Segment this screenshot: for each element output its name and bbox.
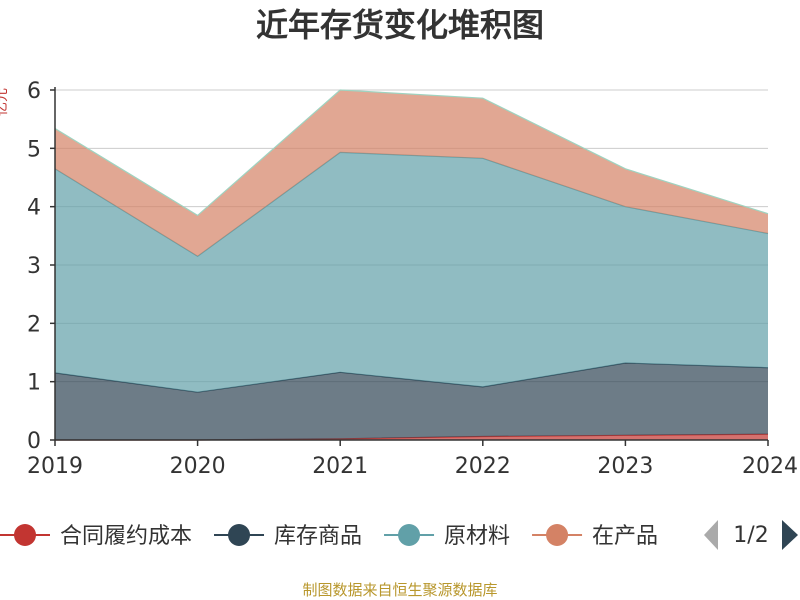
series-area-3 — [55, 90, 768, 257]
legend-label: 库存商品 — [274, 524, 362, 549]
legend-item[interactable]: 合同履约成本 — [0, 524, 192, 549]
x-tick-label: 2020 — [170, 454, 226, 479]
x-tick-label: 2021 — [312, 454, 368, 479]
chart-title: 近年存货变化堆积图 — [256, 6, 544, 44]
legend-marker-icon — [546, 524, 569, 546]
legend-item[interactable]: 在产品 — [532, 524, 658, 549]
y-tick-label: 0 — [27, 429, 41, 454]
legend-marker-icon — [14, 524, 36, 546]
legend-item[interactable]: 库存商品 — [214, 524, 362, 549]
legend-page-indicator: 1/2 — [733, 523, 768, 548]
legend-label: 合同履约成本 — [60, 524, 192, 549]
legend-item[interactable]: 原材料 — [384, 524, 510, 549]
x-tick-label: 2023 — [597, 454, 653, 479]
x-tick-label: 2024 — [742, 454, 798, 479]
y-tick-label: 5 — [27, 137, 41, 162]
x-tick-label: 2019 — [27, 454, 83, 479]
legend-next-icon[interactable] — [782, 520, 798, 550]
legend-label: 原材料 — [444, 524, 510, 549]
legend-prev-icon[interactable] — [704, 520, 718, 550]
legend-pager: 1/2 — [704, 520, 798, 550]
x-tick-labels: 2019 2020 2021 2022 2023 2024 — [27, 454, 798, 479]
series-line-2 — [54, 151, 769, 258]
x-tick-label: 2022 — [455, 454, 511, 479]
series-area-1 — [55, 363, 768, 440]
series-areas — [54, 89, 769, 441]
y-tick-label: 1 — [27, 371, 41, 396]
y-tick-label: 3 — [27, 254, 41, 279]
y-tick-label: 2 — [27, 312, 41, 337]
data-source-note: 制图数据来自恒生聚源数据库 — [302, 581, 497, 599]
legend: 合同履约成本 库存商品 原材料 在产品 — [0, 524, 658, 549]
series-line-3 — [54, 89, 769, 217]
axes — [50, 87, 769, 446]
y-tick-labels: 0 1 2 3 4 5 6 — [27, 79, 41, 454]
legend-marker-icon — [398, 524, 421, 546]
legend-label: 在产品 — [592, 524, 658, 549]
y-tick-label: 4 — [27, 196, 41, 221]
y-axis-label: 亿元 — [0, 88, 10, 116]
legend-marker-icon — [228, 524, 251, 546]
series-area-2 — [55, 152, 768, 393]
y-tick-label: 6 — [27, 79, 41, 104]
